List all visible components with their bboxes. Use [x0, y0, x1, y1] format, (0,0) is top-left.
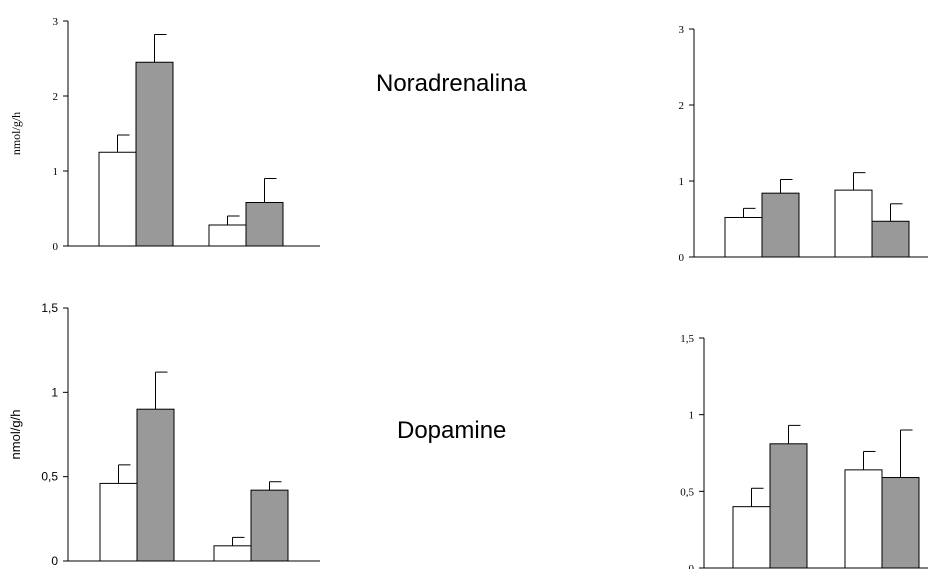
y-tick-label: 2	[53, 91, 59, 103]
y-tick-label: 0	[51, 554, 58, 568]
bar-gray	[762, 193, 799, 257]
y-tick-label: 1	[679, 176, 685, 188]
bar-white	[99, 152, 136, 246]
bar-white	[835, 190, 872, 257]
y-tick-label: 1	[53, 166, 59, 178]
bar-white	[214, 546, 251, 561]
bar-gray	[137, 409, 174, 561]
y-tick-label: 1,5	[41, 301, 58, 315]
y-axis-label: nmol/g/h	[9, 112, 23, 155]
y-tick-label: 3	[53, 16, 59, 28]
y-tick-label: 0	[689, 563, 695, 569]
y-tick-label: 0,5	[41, 470, 58, 484]
y-tick-label: 0,5	[680, 486, 694, 498]
bar-white	[209, 225, 246, 246]
bar-gray	[882, 478, 919, 568]
y-tick-label: 2	[679, 100, 685, 112]
y-axis-label: nmol/g/h	[8, 410, 23, 460]
y-tick-label: 0	[53, 241, 59, 253]
bar-gray	[136, 62, 173, 246]
bar-white	[845, 470, 882, 568]
bar-white	[100, 483, 137, 561]
y-tick-label: 1	[51, 385, 58, 399]
y-tick-label: 0	[679, 252, 685, 264]
bar-gray	[246, 203, 283, 247]
y-tick-label: 1,5	[680, 333, 694, 345]
y-tick-label: 3	[679, 24, 685, 36]
bar-white	[733, 507, 770, 568]
bar-gray	[251, 490, 288, 561]
y-tick-label: 1	[689, 410, 695, 422]
bar-gray	[872, 221, 909, 257]
bar-white	[725, 217, 762, 257]
bar-gray	[770, 444, 807, 568]
